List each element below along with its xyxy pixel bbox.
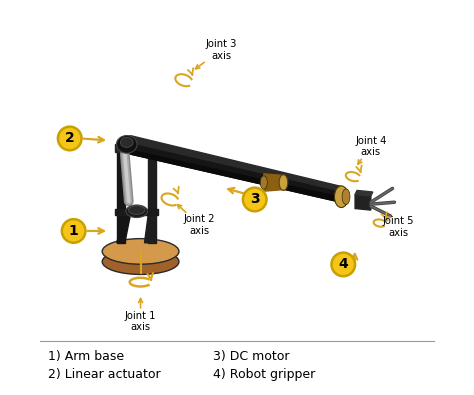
Text: Joint 4
axis: Joint 4 axis bbox=[355, 135, 386, 164]
Polygon shape bbox=[124, 150, 341, 201]
Ellipse shape bbox=[128, 206, 145, 214]
Circle shape bbox=[243, 188, 266, 211]
Text: 1) Arm base: 1) Arm base bbox=[48, 350, 124, 363]
Polygon shape bbox=[115, 144, 158, 152]
Text: 2: 2 bbox=[65, 132, 74, 145]
Ellipse shape bbox=[102, 249, 179, 275]
Text: 1: 1 bbox=[69, 224, 79, 238]
Ellipse shape bbox=[279, 175, 288, 190]
Polygon shape bbox=[355, 190, 373, 196]
Circle shape bbox=[62, 219, 85, 243]
Polygon shape bbox=[117, 141, 133, 146]
Text: 3: 3 bbox=[250, 192, 260, 207]
Polygon shape bbox=[115, 209, 158, 215]
Text: 4: 4 bbox=[338, 258, 348, 271]
Ellipse shape bbox=[120, 137, 133, 147]
Ellipse shape bbox=[335, 186, 348, 207]
Text: Joint 3
axis: Joint 3 axis bbox=[195, 39, 237, 69]
Text: 2) Linear actuator: 2) Linear actuator bbox=[48, 368, 161, 381]
Text: 4) Robot gripper: 4) Robot gripper bbox=[213, 368, 316, 381]
Circle shape bbox=[331, 253, 355, 276]
Polygon shape bbox=[148, 150, 156, 243]
Polygon shape bbox=[117, 150, 125, 243]
Polygon shape bbox=[264, 174, 283, 191]
Text: Joint 5
axis: Joint 5 axis bbox=[383, 216, 414, 238]
Ellipse shape bbox=[117, 135, 137, 153]
Circle shape bbox=[58, 127, 82, 150]
Text: Joint 1
axis: Joint 1 axis bbox=[125, 299, 156, 332]
Polygon shape bbox=[124, 136, 341, 192]
Polygon shape bbox=[355, 194, 371, 210]
Text: Joint 2
axis: Joint 2 axis bbox=[177, 205, 215, 236]
Polygon shape bbox=[145, 213, 156, 243]
Ellipse shape bbox=[102, 239, 179, 264]
Ellipse shape bbox=[260, 176, 267, 189]
Polygon shape bbox=[124, 142, 337, 201]
Ellipse shape bbox=[342, 189, 350, 205]
Text: 3) DC motor: 3) DC motor bbox=[213, 350, 290, 363]
Ellipse shape bbox=[126, 205, 147, 218]
Polygon shape bbox=[117, 213, 131, 243]
